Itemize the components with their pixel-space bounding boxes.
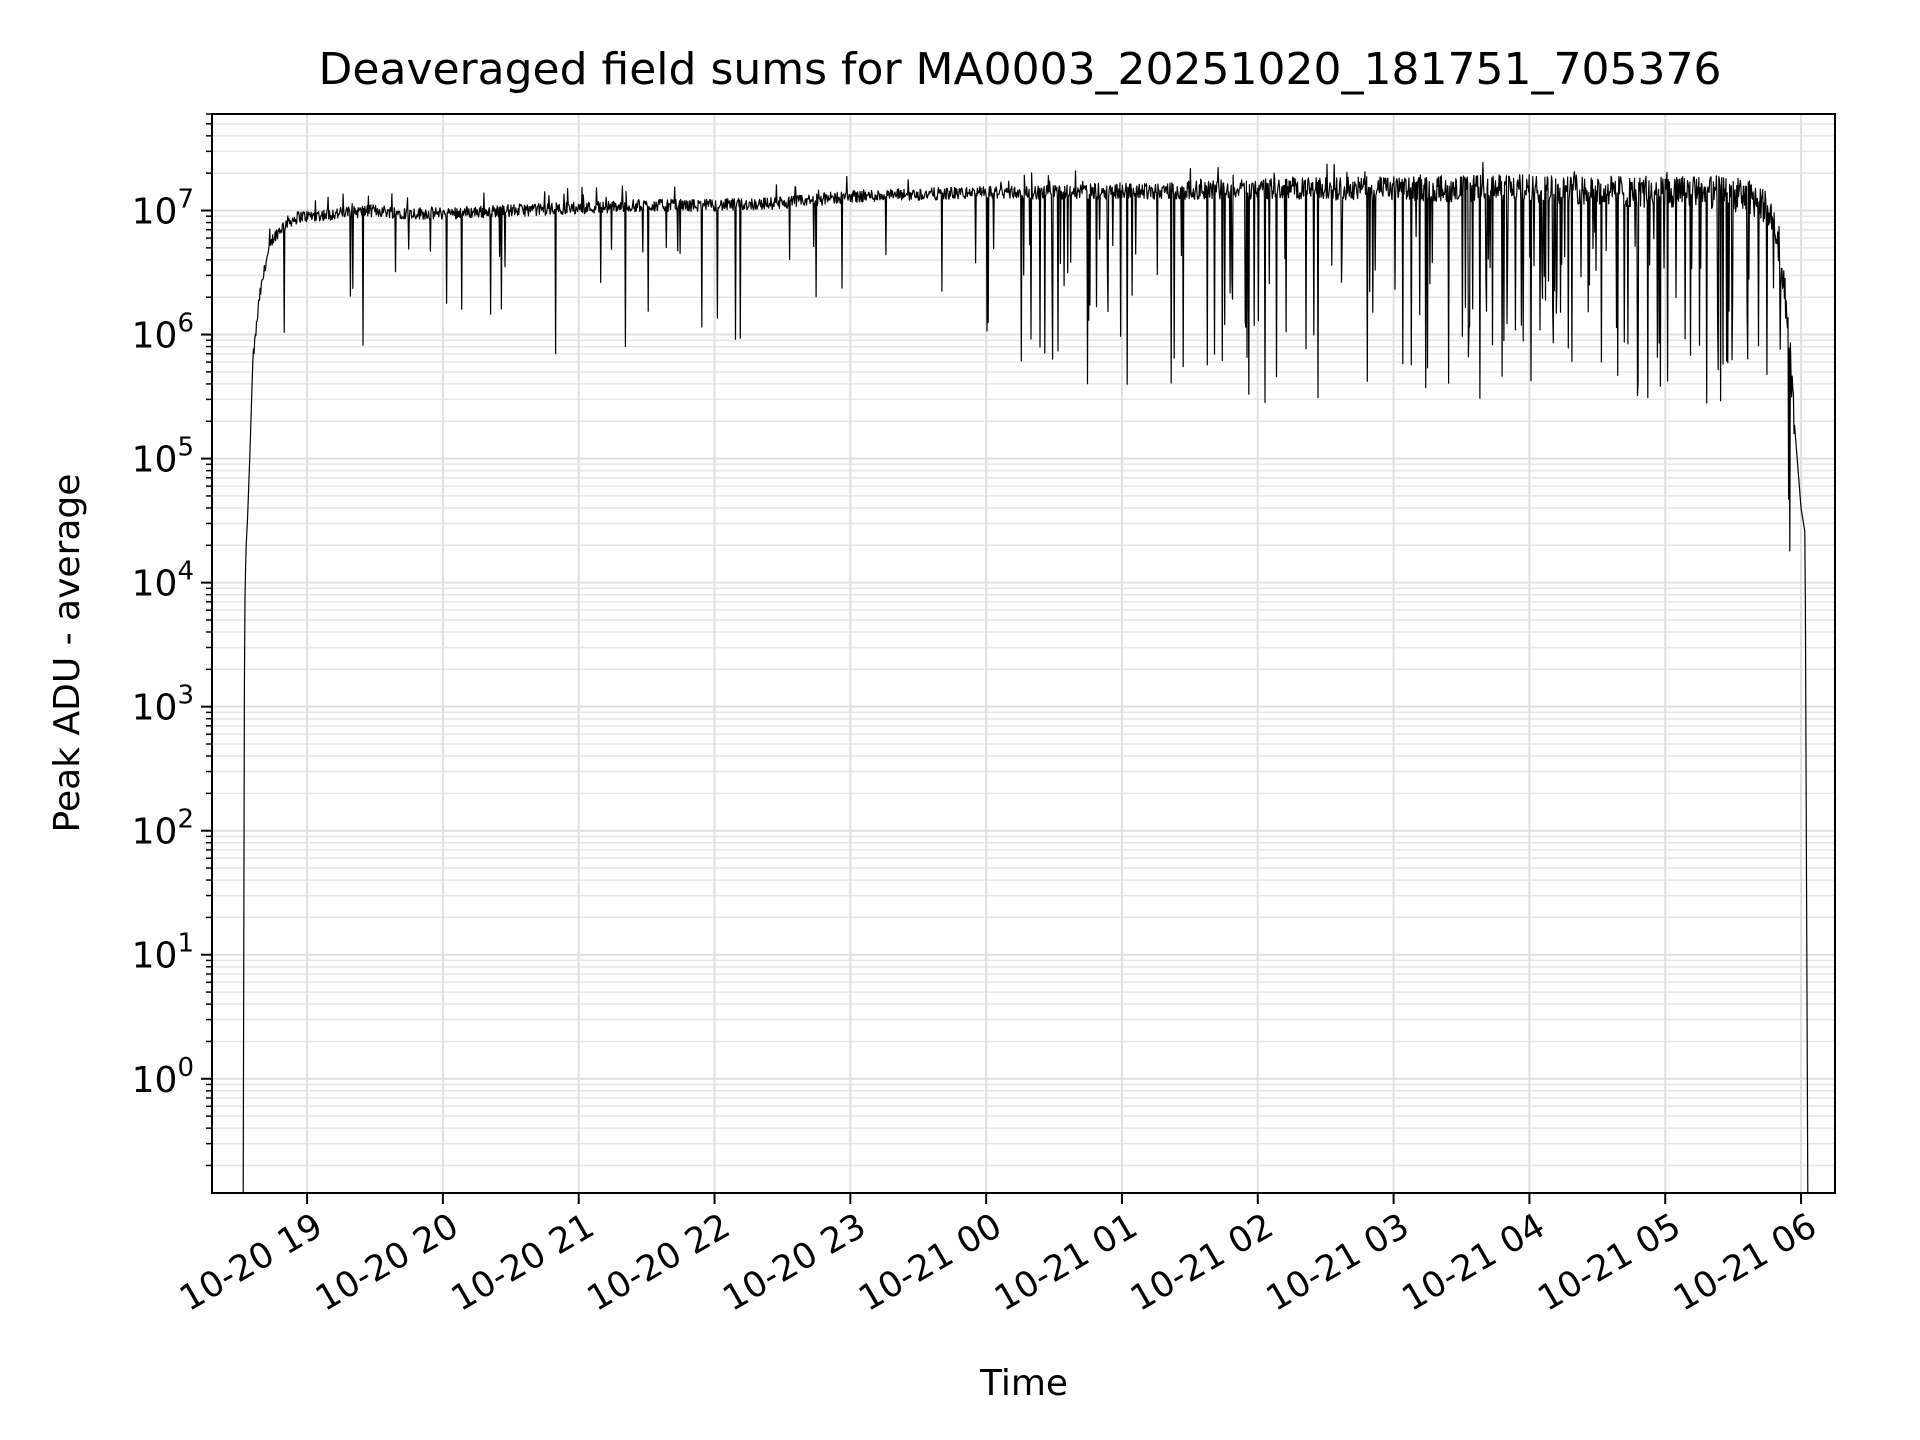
y-tick-label: 107 bbox=[132, 185, 194, 233]
y-tick-label: 100 bbox=[132, 1053, 194, 1101]
y-tick-label: 105 bbox=[132, 433, 194, 481]
y-tick-label: 104 bbox=[132, 557, 194, 605]
chart-title: Deaveraged field sums for MA0003_2025102… bbox=[319, 44, 1722, 95]
y-axis-label: Peak ADU - average bbox=[47, 474, 88, 833]
y-tick-base: 10 bbox=[132, 440, 178, 481]
y-tick-base: 10 bbox=[132, 564, 178, 605]
y-tick-label: 106 bbox=[132, 309, 194, 357]
series-layer bbox=[242, 161, 1809, 1194]
y-tick-exponent: 5 bbox=[177, 433, 194, 463]
y-tick-base: 10 bbox=[132, 936, 178, 977]
y-tick-label: 102 bbox=[132, 805, 194, 853]
y-tick-exponent: 3 bbox=[177, 681, 194, 711]
y-tick-exponent: 4 bbox=[177, 557, 194, 587]
y-tick-base: 10 bbox=[132, 192, 178, 233]
y-tick-label: 101 bbox=[132, 929, 194, 977]
y-tick-base: 10 bbox=[132, 688, 178, 729]
y-tick-base: 10 bbox=[132, 316, 178, 357]
y-tick-exponent: 0 bbox=[177, 1053, 194, 1083]
y-tick-exponent: 7 bbox=[177, 185, 194, 215]
y-tick-exponent: 6 bbox=[177, 309, 194, 339]
plot-frame bbox=[211, 113, 1836, 1194]
series-line bbox=[242, 161, 1809, 1194]
y-tick-exponent: 2 bbox=[177, 805, 194, 835]
y-tick-exponent: 1 bbox=[177, 929, 194, 959]
y-tick-base: 10 bbox=[132, 812, 178, 853]
x-axis-label: Time bbox=[979, 1363, 1068, 1404]
y-tick-base: 10 bbox=[132, 1060, 178, 1101]
y-tick-label: 103 bbox=[132, 681, 194, 729]
grid bbox=[212, 113, 1835, 1193]
